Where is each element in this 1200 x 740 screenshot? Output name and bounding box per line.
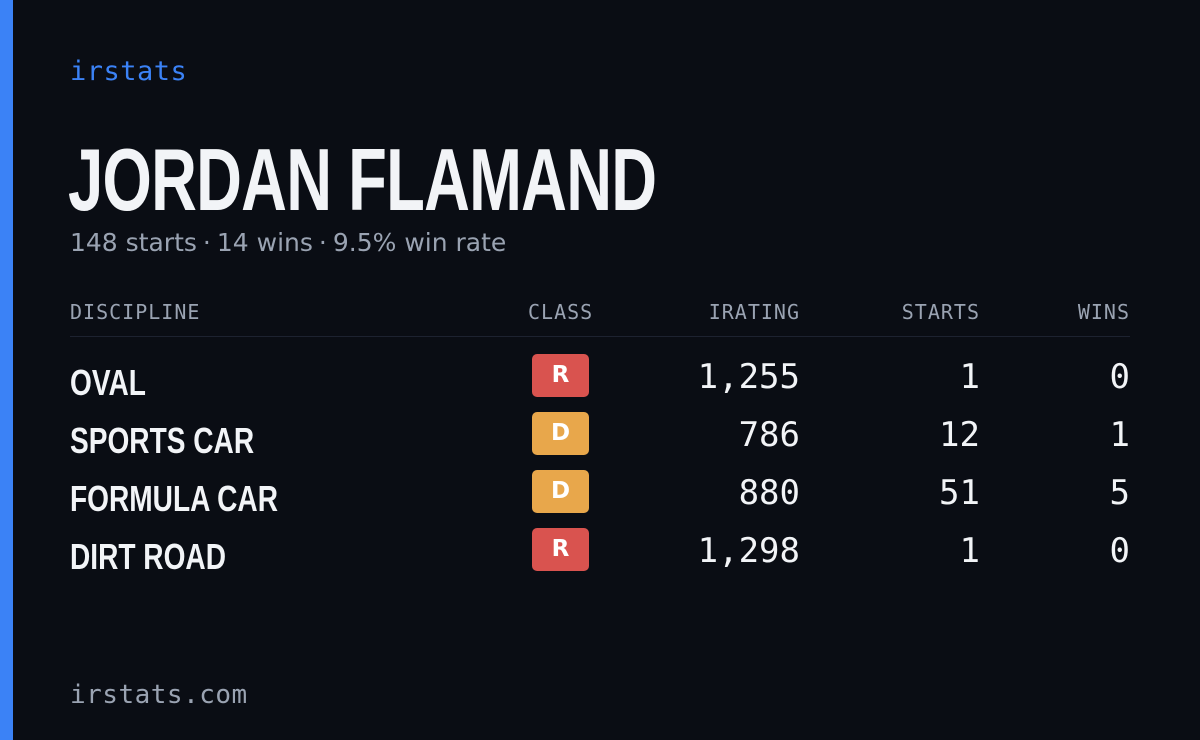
discipline-name: DIRT ROAD: [70, 536, 226, 577]
summary-separator: ·: [202, 228, 211, 257]
brand-logo-text: irstats: [70, 56, 188, 87]
class-badge: D: [532, 412, 589, 455]
discipline-name: OVAL: [70, 362, 146, 403]
class-badge: R: [532, 354, 589, 397]
column-header-discipline: DISCIPLINE: [70, 300, 201, 324]
wins-summary: 14 wins: [216, 228, 313, 257]
wins-value: 5: [1109, 473, 1130, 513]
column-header-irating: IRATING: [708, 300, 800, 324]
column-header-wins: WINS: [1077, 300, 1130, 324]
discipline-name: FORMULA CAR: [70, 478, 278, 519]
footer-site-url: irstats.com: [70, 680, 248, 710]
wins-value: 1: [1109, 415, 1130, 455]
win-rate-summary: 9.5% win rate: [332, 228, 507, 257]
irating-value: 1,255: [697, 357, 800, 397]
starts-value: 12: [939, 415, 980, 455]
column-header-class: CLASS: [528, 300, 594, 324]
wins-value: 0: [1109, 531, 1130, 571]
class-badge: R: [532, 528, 589, 571]
accent-bar: [0, 0, 13, 740]
discipline-name: SPORTS CAR: [70, 420, 255, 461]
starts-value: 1: [959, 531, 980, 571]
stats-table-header: DISCIPLINE CLASS IRATING STARTS WINS: [70, 300, 1130, 337]
table-row: OVAL R 1,255 1 0: [70, 354, 1130, 412]
table-row: FORMULA CAR D 880 51 5: [70, 470, 1130, 528]
irating-value: 1,298: [697, 531, 800, 571]
starts-summary: 148 starts: [70, 228, 197, 257]
class-badge: D: [532, 470, 589, 513]
table-row: SPORTS CAR D 786 12 1: [70, 412, 1130, 470]
starts-value: 1: [959, 357, 980, 397]
summary-separator: ·: [318, 228, 327, 257]
driver-name: JORDAN FLAMAND: [68, 130, 657, 229]
table-row: DIRT ROAD R 1,298 1 0: [70, 528, 1130, 586]
irating-value: 880: [738, 473, 800, 513]
starts-value: 51: [939, 473, 980, 513]
wins-value: 0: [1109, 357, 1130, 397]
column-header-starts: STARTS: [901, 300, 980, 324]
driver-summary: 148 starts · 14 wins · 9.5% win rate: [70, 228, 506, 257]
irating-value: 786: [738, 415, 800, 455]
